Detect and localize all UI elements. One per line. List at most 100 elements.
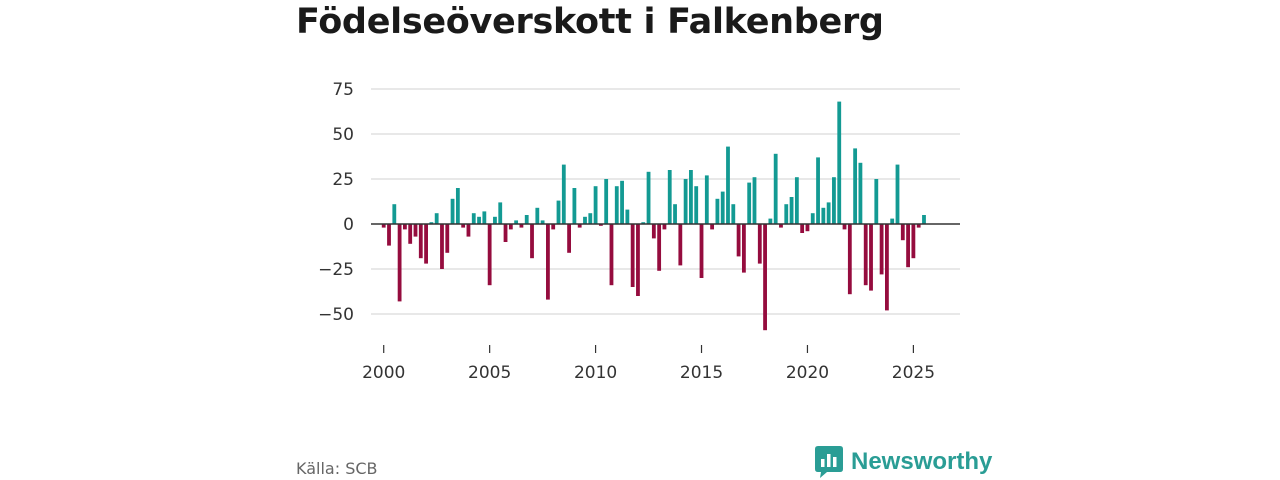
- bar: [402, 224, 407, 230]
- bar: [863, 224, 868, 286]
- bar: [805, 224, 810, 232]
- x-tick-label: 2010: [574, 363, 617, 383]
- bar: [614, 186, 619, 224]
- bar: [408, 224, 413, 244]
- bar: [508, 224, 513, 230]
- bar: [879, 224, 884, 275]
- bar: [482, 211, 487, 224]
- bar: [413, 224, 418, 237]
- bar: [540, 220, 545, 224]
- bar: [546, 224, 550, 300]
- bar: [922, 215, 926, 224]
- bar: [694, 186, 699, 224]
- bar: [471, 213, 476, 224]
- bar: [895, 164, 900, 224]
- bar: [487, 224, 492, 286]
- bar: [530, 224, 534, 259]
- y-axis-ticks: 75 50 25 0 −25 −50: [318, 80, 354, 325]
- bar: [916, 224, 921, 228]
- bar: [842, 224, 847, 230]
- y-tick-label: −50: [318, 305, 354, 325]
- bar: [673, 204, 677, 224]
- bar: [779, 224, 783, 228]
- bar: [572, 188, 577, 224]
- bar: [646, 171, 651, 224]
- bar: [726, 146, 730, 224]
- bar: [651, 224, 656, 239]
- bar: [715, 198, 720, 224]
- x-axis-ticks: 2000 2005 2010 2015 2020 2025: [362, 345, 935, 383]
- bar: [853, 148, 858, 224]
- bar: [858, 162, 863, 224]
- bar: [604, 179, 609, 224]
- bar: [826, 202, 831, 224]
- bar: [837, 101, 842, 224]
- bar: [704, 175, 709, 224]
- bar: [381, 224, 386, 228]
- y-tick-label: 50: [332, 125, 354, 145]
- bar: [593, 186, 598, 224]
- bar: [731, 204, 736, 224]
- bar: [816, 157, 820, 224]
- bar: [630, 224, 635, 287]
- bar: [699, 224, 704, 278]
- bar: [752, 177, 757, 224]
- bar: [455, 188, 460, 224]
- y-tick-label: −25: [318, 260, 354, 280]
- bar: [720, 191, 725, 224]
- bar: [768, 218, 773, 224]
- bar: [598, 224, 603, 226]
- bar: [424, 224, 428, 264]
- bar: [519, 224, 524, 228]
- bar: [524, 215, 529, 224]
- y-tick-label: 75: [332, 80, 354, 100]
- source-note: Källa: SCB: [296, 459, 378, 478]
- bar: [609, 224, 614, 286]
- bar: [906, 224, 910, 268]
- bar: [641, 222, 646, 224]
- bar: [789, 197, 794, 224]
- bar: [667, 170, 672, 224]
- bar: [561, 164, 566, 224]
- bar: [625, 209, 630, 224]
- bar: [678, 224, 683, 266]
- bar: [477, 216, 481, 224]
- bar: [869, 224, 873, 291]
- bar: [683, 179, 688, 224]
- bar: [810, 213, 815, 224]
- x-tick-label: 2000: [362, 363, 405, 383]
- bar: [551, 224, 556, 230]
- bar: [757, 224, 762, 264]
- newsworthy-logo-icon: [815, 446, 843, 478]
- bar: [885, 224, 889, 311]
- bar: [847, 224, 852, 295]
- bar: [636, 224, 640, 296]
- bar: [514, 220, 519, 224]
- bar: [747, 182, 752, 224]
- bar: [874, 179, 879, 224]
- bar: [763, 224, 767, 331]
- y-tick-label: 25: [332, 170, 354, 190]
- bar: [620, 180, 624, 224]
- bar: [434, 213, 439, 224]
- bar: [440, 224, 444, 269]
- bar: [450, 198, 455, 224]
- bar: [794, 177, 799, 224]
- x-tick-label: 2020: [786, 363, 829, 383]
- bar: [784, 204, 789, 224]
- bar: [498, 202, 503, 224]
- bar: [577, 224, 582, 228]
- bars: [381, 101, 926, 331]
- bar: [445, 224, 450, 253]
- bar: [418, 224, 423, 259]
- bar: [900, 224, 905, 241]
- bar: [736, 224, 741, 257]
- brand-logo: Newsworthy: [815, 446, 992, 478]
- y-tick-label: 0: [343, 215, 354, 235]
- bar: [461, 224, 466, 228]
- bar: [429, 222, 434, 224]
- bar: [466, 224, 471, 237]
- x-tick-label: 2005: [468, 363, 511, 383]
- bar: [689, 170, 693, 224]
